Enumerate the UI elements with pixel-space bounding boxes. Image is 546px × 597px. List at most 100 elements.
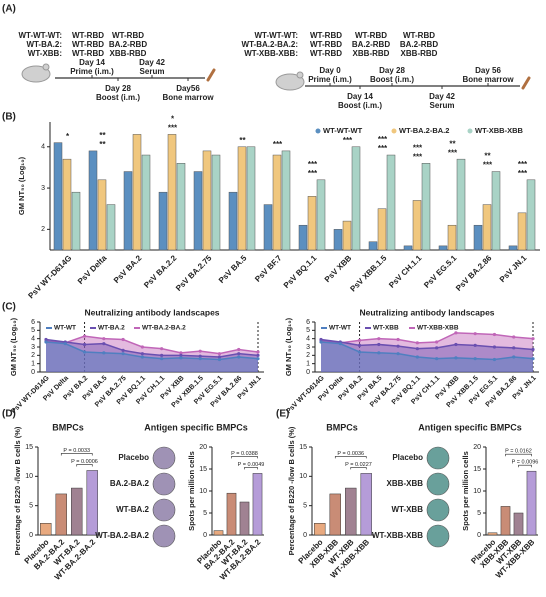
p-value: P = 0.0388 — [231, 451, 258, 457]
x-tick-label: PsV BA.5 — [217, 253, 249, 285]
point — [121, 348, 125, 352]
point — [435, 346, 439, 350]
y-tick-label: 1 — [31, 361, 35, 368]
bar — [456, 158, 466, 251]
bar — [360, 473, 372, 536]
p-value: P = 0.0033 — [63, 448, 90, 454]
point — [531, 337, 535, 341]
y-tick-label: 3 — [306, 344, 310, 351]
significance-label: *** — [273, 140, 283, 149]
significance-label: * — [66, 132, 70, 141]
panel-label: (C) — [2, 302, 16, 313]
significance-label: ** — [239, 136, 246, 145]
event-label: Boost (i.m.) — [96, 93, 140, 102]
bar — [88, 150, 98, 251]
day-label: Day 56 — [475, 66, 501, 75]
bar — [421, 163, 431, 251]
significance-label: ** — [449, 139, 456, 148]
elispot-well — [152, 498, 176, 522]
elispot-well — [152, 472, 176, 496]
bar — [53, 142, 63, 251]
legend-label: WT-WT — [329, 325, 351, 332]
well-label: WT-XBB — [391, 505, 423, 514]
point — [140, 355, 144, 359]
point — [63, 342, 67, 346]
bar — [213, 530, 224, 536]
y-tick-label: 6 — [306, 319, 310, 326]
bar — [176, 163, 186, 251]
day-label: Day 0 — [319, 66, 341, 75]
mouse-ear — [42, 63, 50, 71]
y-tick-label: 5 — [203, 510, 207, 517]
elispot-well — [426, 498, 450, 522]
point — [415, 355, 419, 359]
group-label: WT-XBB-XBB: — [244, 49, 298, 58]
point — [377, 342, 381, 347]
point — [237, 355, 241, 359]
event-label: Bone marrow — [462, 75, 514, 84]
significance-label: ** — [99, 140, 106, 149]
bar — [333, 229, 343, 251]
legend-label: WT-WT — [54, 325, 76, 332]
y-axis-label: GM NT₅₀ (Log₁₀) — [284, 317, 293, 376]
point — [531, 357, 535, 361]
x-tick-label: PsV BA.2.75 — [174, 253, 214, 293]
point — [160, 347, 164, 351]
antigen-label: WT-RBD — [310, 31, 342, 40]
point — [357, 338, 362, 342]
antigen-label: XBB-RBD — [401, 49, 438, 58]
y-tick-label: 5 — [477, 510, 481, 517]
legend-label: WT-XBB — [373, 325, 399, 332]
group-label: WT-BA.2: — [26, 40, 62, 49]
bar — [345, 487, 357, 536]
significance-label: * — [171, 114, 175, 123]
bar — [263, 204, 273, 251]
point — [473, 357, 477, 361]
point — [217, 357, 222, 362]
y-tick-label: 10 — [199, 488, 207, 495]
y-tick-label: 15 — [25, 444, 33, 451]
legend-label: WT-BA.2-BA.2 — [142, 325, 186, 332]
bar — [386, 154, 396, 251]
significance-label: *** — [483, 161, 493, 170]
point — [415, 341, 419, 345]
point — [102, 342, 106, 346]
event-label: Boost (i.m.) — [338, 101, 382, 110]
point — [435, 340, 439, 344]
well-label: Placebo — [392, 453, 423, 462]
y-tick-label: 15 — [473, 466, 481, 473]
point — [82, 334, 87, 338]
point — [454, 356, 458, 360]
area — [321, 332, 533, 372]
well-label: BA.2-BA.2 — [110, 479, 150, 488]
event-label: Serum — [430, 101, 455, 110]
y-tick-label: 0 — [306, 369, 310, 376]
elispot-well — [426, 472, 450, 496]
bar — [526, 470, 537, 536]
significance-bracket — [60, 453, 93, 456]
y-tick-label: 1 — [306, 361, 310, 368]
y-tick-label: 5 — [306, 327, 310, 334]
well-label: Placebo — [118, 453, 149, 462]
antigen-label: BA.2-RBD — [400, 40, 438, 49]
point — [319, 340, 323, 344]
point — [396, 344, 400, 348]
antigen-label: WT-RBD — [112, 31, 144, 40]
bar — [237, 146, 247, 251]
y-tick-label: 4 — [41, 144, 45, 151]
bone-icon — [206, 68, 216, 82]
y-tick-label: 2 — [306, 352, 310, 359]
significance-label: *** — [448, 148, 458, 157]
bar — [517, 212, 527, 251]
event-label: Prime (i.m.) — [70, 67, 114, 76]
y-tick-label: 10 — [299, 473, 307, 480]
point — [82, 342, 87, 347]
bar — [55, 493, 67, 536]
legend-label: WT-XBB-XBB — [475, 126, 523, 135]
event-label: Bone marrow — [162, 93, 214, 102]
significance-bracket — [244, 467, 258, 470]
bar — [513, 512, 524, 536]
mouse-icon — [21, 65, 51, 83]
y-tick-label: 4 — [306, 336, 310, 343]
significance-bracket — [334, 456, 367, 459]
